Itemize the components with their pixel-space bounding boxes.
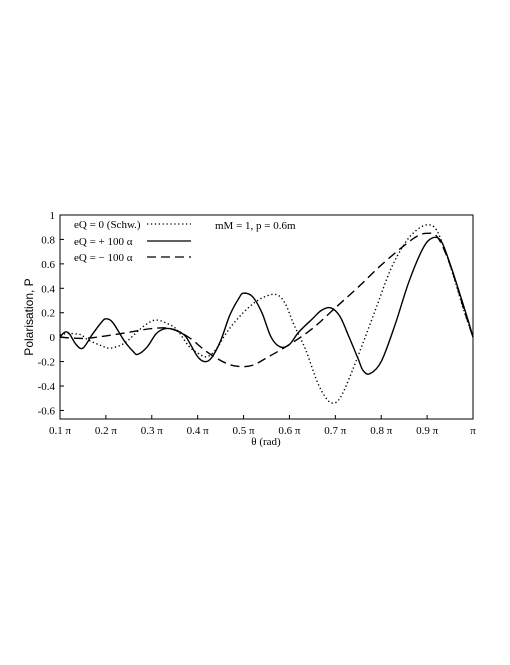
plot-frame bbox=[59, 214, 474, 420]
legend-label-schw: eQ = 0 (Schw.) bbox=[74, 219, 141, 231]
y-tick-label: 0.4 bbox=[41, 283, 55, 295]
x-tick-label: 0.8 π bbox=[370, 425, 393, 437]
y-tick-label: -0.4 bbox=[38, 381, 56, 393]
legend: eQ = 0 (Schw.) eQ = + 100 α eQ = − 100 α bbox=[74, 219, 191, 264]
x-axis-label: θ (rad) bbox=[251, 436, 281, 448]
y-tick-label: 0.6 bbox=[41, 259, 55, 271]
x-tick-label: 0.3 π bbox=[141, 425, 164, 437]
series-minus-100-line bbox=[59, 232, 474, 368]
legend-label-minus: eQ = − 100 α bbox=[74, 252, 133, 264]
y-axis: -0.6 -0.4 -0.2 0 0.2 0.4 0.6 0.8 1 bbox=[38, 210, 64, 417]
x-tick-label: 0.1 π bbox=[49, 425, 72, 437]
x-tick-label: 0.7 π bbox=[324, 425, 347, 437]
x-tick-label: 0.5 π bbox=[233, 425, 256, 437]
x-axis: 0.1 π 0.2 π 0.3 π 0.4 π 0.5 π 0.6 π 0.7 π 0.8 π… bbox=[49, 415, 476, 437]
y-tick-label: 0.8 bbox=[41, 234, 55, 246]
chart-annotation: mM = 1, p = 0.6m bbox=[215, 220, 296, 232]
y-tick-label: 0.2 bbox=[41, 308, 55, 320]
series-plus-100-line bbox=[59, 236, 474, 375]
x-tick-label: π bbox=[470, 425, 476, 437]
y-tick-label: -0.2 bbox=[38, 357, 55, 369]
x-tick-label: 0.2 π bbox=[95, 425, 118, 437]
y-tick-label: 0 bbox=[50, 332, 56, 344]
y-tick-label: -0.6 bbox=[38, 405, 56, 417]
y-axis-label: Polarisation, P bbox=[22, 278, 36, 355]
x-tick-label: 0.9 π bbox=[416, 425, 439, 437]
series-group bbox=[59, 224, 474, 404]
legend-label-plus: eQ = + 100 α bbox=[74, 236, 133, 248]
y-tick-label: 1 bbox=[50, 210, 56, 222]
x-tick-label: 0.6 π bbox=[278, 425, 301, 437]
x-tick-label: 0.4 π bbox=[187, 425, 210, 437]
